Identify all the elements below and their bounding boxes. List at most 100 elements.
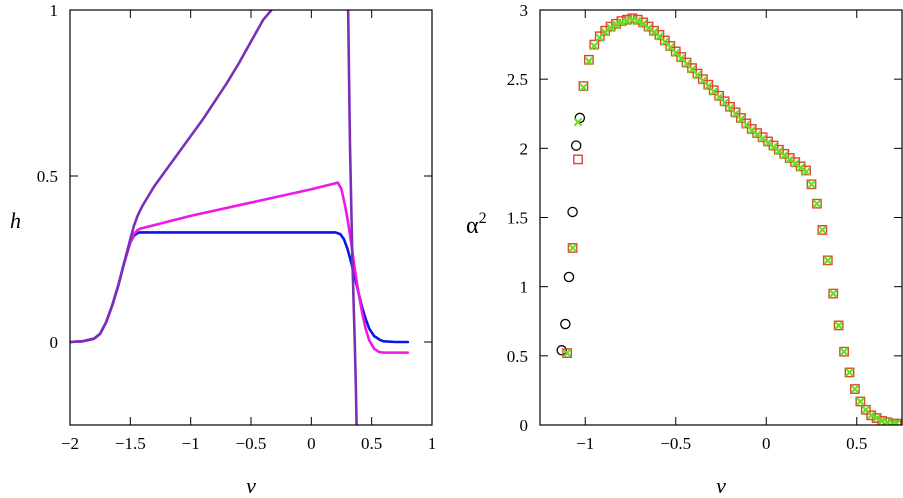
y-tick-label: 1: [50, 1, 59, 20]
data-point-square: [719, 96, 730, 107]
x-tick-label: −0.5: [660, 434, 691, 453]
data-point-square: [594, 31, 605, 42]
data-point-square: [567, 243, 578, 253]
data-point-cross: [633, 16, 643, 26]
data-point-square: [812, 198, 822, 209]
data-point-cross: [850, 384, 860, 394]
data-point-square: [578, 81, 589, 91]
x-axis-label: v: [246, 473, 256, 498]
data-point-square: [725, 101, 735, 112]
data-point-cross: [568, 243, 577, 253]
data-point-cross: [892, 419, 901, 425]
data-point-cross: [818, 225, 827, 235]
data-point-square: [627, 13, 638, 24]
y-tick-label: 1.5: [507, 209, 528, 228]
x-tick-label: 1: [428, 434, 437, 453]
data-point-square: [866, 410, 877, 421]
data-point-square: [806, 179, 817, 190]
data-point-circle: [563, 271, 575, 283]
data-point-cross: [856, 397, 865, 406]
x-tick-label: 0.5: [361, 434, 382, 453]
data-point-cross: [823, 256, 833, 265]
data-point-square: [871, 413, 882, 423]
series-squares: [562, 13, 902, 425]
data-point-square: [828, 288, 839, 299]
data-point-square: [850, 384, 860, 394]
x-tick-label: −1: [182, 434, 200, 453]
y-tick-label: 2.5: [507, 70, 528, 89]
data-point-square: [833, 320, 844, 331]
data-point-circle: [570, 140, 582, 151]
y-axis-label: h: [10, 208, 21, 233]
plot-area: [556, 13, 902, 425]
series-circles: [556, 112, 586, 356]
data-point-square: [844, 367, 855, 378]
series-line-magenta: [70, 181, 410, 354]
data-point-square: [670, 46, 681, 57]
y-tick-label: 3: [520, 1, 529, 20]
plot-area: [70, 10, 410, 425]
x-tick-label: −0.5: [236, 434, 267, 453]
x-tick-label: −2: [61, 434, 79, 453]
plot-frame: [539, 9, 903, 426]
data-point-cross: [562, 348, 572, 358]
series-line-purple-right: [346, 10, 358, 425]
data-point-square: [698, 74, 708, 85]
data-point-square: [855, 396, 866, 407]
data-point-square: [676, 52, 687, 62]
data-point-cross: [573, 117, 583, 127]
series-line-purple-left: [70, 10, 273, 344]
x-tick-label: −1: [576, 434, 594, 453]
x-tick-label: 0.5: [846, 434, 867, 453]
data-point-square: [654, 30, 665, 40]
data-point-square: [703, 79, 714, 90]
data-point-square: [741, 118, 752, 129]
data-point-cross: [606, 23, 615, 33]
data-point-cross: [812, 199, 822, 208]
data-point-square: [659, 35, 670, 46]
y-tick-label: 0.5: [37, 167, 58, 186]
data-point-square: [839, 346, 849, 357]
data-point-square: [583, 54, 594, 65]
data-point-circle: [567, 206, 578, 218]
data-point-cross: [866, 411, 876, 420]
data-point-square: [822, 255, 833, 266]
data-point-square: [687, 63, 697, 74]
y-tick-label: 2: [520, 139, 529, 158]
y-tick-label: 0.5: [507, 347, 528, 366]
data-point-cross: [807, 179, 816, 189]
data-point-square: [817, 225, 828, 235]
y-tick-label: 1: [520, 278, 529, 297]
data-point-cross: [579, 83, 588, 92]
data-point-circle: [556, 345, 567, 356]
series-crosses: [562, 15, 901, 425]
data-point-cross: [611, 20, 621, 30]
x-axis-label: v: [716, 473, 726, 498]
left-panel: −2 −1.5 −1 −0.5 0 0.5 1 0 0.5 1 v h: [10, 1, 436, 498]
data-point-cross: [872, 413, 881, 423]
data-point-circle: [560, 318, 571, 330]
y-tick-label: 0: [50, 333, 59, 352]
data-point-square: [589, 39, 600, 50]
data-point-cross: [589, 41, 599, 51]
data-point-cross: [839, 347, 849, 356]
data-point-square: [860, 404, 871, 415]
data-point-square: [801, 165, 811, 176]
data-point-cross: [801, 167, 811, 177]
y-axis-label: α2: [466, 210, 487, 239]
y-tick-label: 0: [520, 416, 529, 435]
x-tick-label: −1.5: [115, 434, 146, 453]
data-point-square: [562, 348, 573, 358]
data-point-square: [714, 90, 725, 101]
data-point-cross: [828, 289, 838, 298]
data-point-square: [681, 57, 692, 68]
data-point-square: [730, 107, 741, 118]
data-point-square: [573, 154, 583, 165]
data-point-square: [736, 112, 746, 123]
data-point-cross: [845, 368, 854, 377]
data-point-square: [708, 85, 719, 96]
plot-frame: [69, 9, 433, 426]
data-point-cross: [584, 56, 594, 66]
